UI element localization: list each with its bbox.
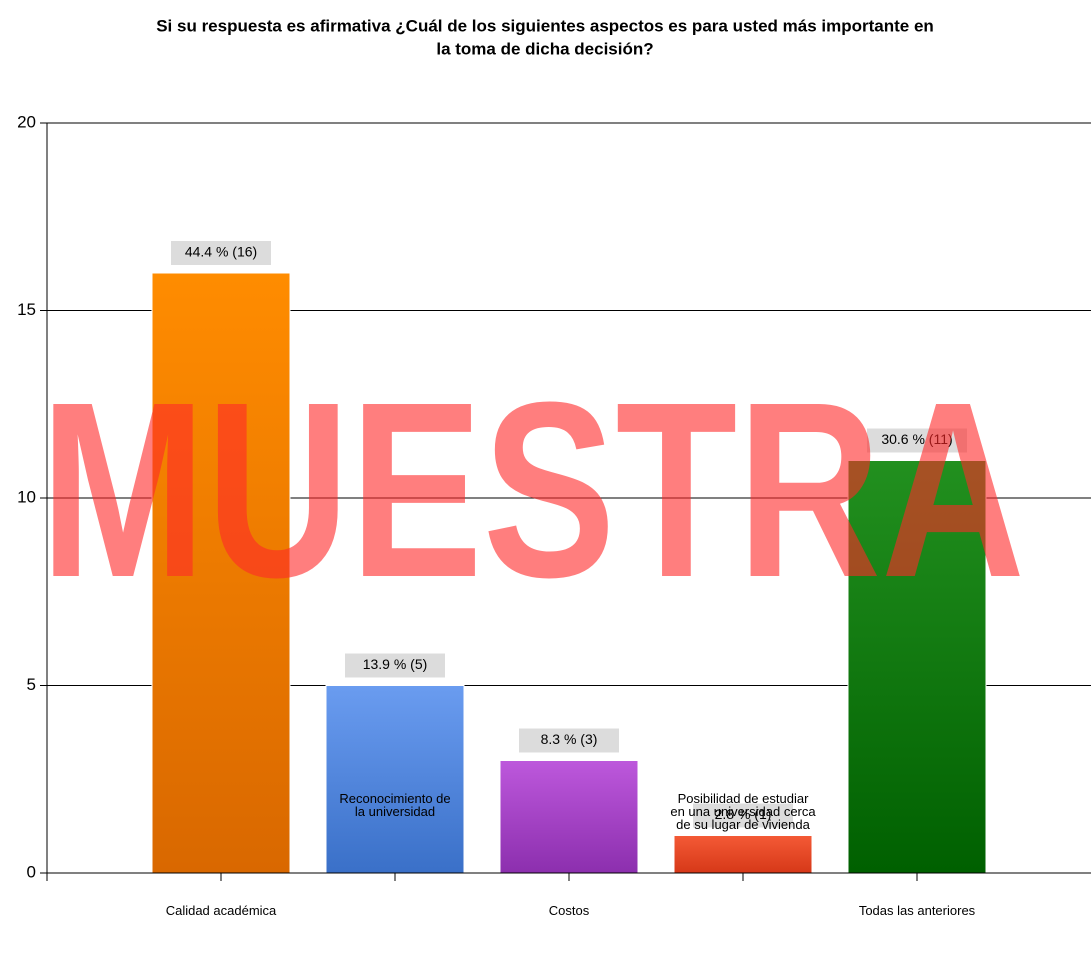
x-tick-label: Todas las anteriores: [859, 903, 976, 918]
value-label-bg: [171, 241, 271, 265]
x-tick-label-line: Reconocimiento de: [339, 791, 450, 806]
x-tick-label-line: Costos: [549, 903, 590, 918]
value-label: 2.8 % (1): [715, 806, 772, 822]
x-tick-label-line: la universidad: [355, 804, 435, 819]
x-tick-label: Posibilidad de estudiar en una universida…: [670, 791, 816, 832]
value-label-bg: [867, 428, 967, 453]
y-tick-label: 20: [17, 112, 36, 131]
x-tick-label: Costos: [549, 903, 590, 918]
value-label: 30.6 % (11): [881, 431, 952, 447]
chart-title: Si su respuesta es afirmativa ¿Cuál de l…: [156, 16, 934, 35]
y-tick-label: 0: [27, 862, 36, 881]
x-tick-label-line: Todas las anteriores: [859, 903, 976, 918]
value-label: 44.4 % (16): [185, 244, 257, 260]
x-tick-label: Calidad académica: [166, 903, 277, 918]
bar: [499, 760, 639, 874]
value-label: 8.3 % (3): [541, 731, 598, 747]
value-label-bg: [519, 728, 619, 753]
x-tick-label-line: de su lugar de vivienda: [676, 817, 810, 832]
bar: [325, 685, 465, 874]
y-tick-label: 5: [27, 675, 36, 694]
value-label-bg: [345, 653, 445, 678]
x-tick-label-line: en una universidad cerca: [670, 804, 816, 819]
x-tick-label-line: Posibilidad de estudiar: [678, 791, 809, 806]
y-tick-label: 10: [17, 487, 36, 506]
x-tick-label-line: Calidad académica: [166, 903, 277, 918]
bar: [847, 460, 987, 874]
chart-title: la toma de dicha decisión?: [436, 39, 653, 58]
watermark: MUESTRA: [40, 350, 1025, 629]
x-tick-label: Reconocimiento de la universidad: [339, 791, 450, 819]
bar: [151, 272, 291, 874]
value-label-bg: [693, 803, 793, 828]
value-label: 13.9 % (5): [363, 656, 428, 672]
y-tick-label: 15: [17, 300, 36, 319]
bar: [673, 835, 813, 874]
